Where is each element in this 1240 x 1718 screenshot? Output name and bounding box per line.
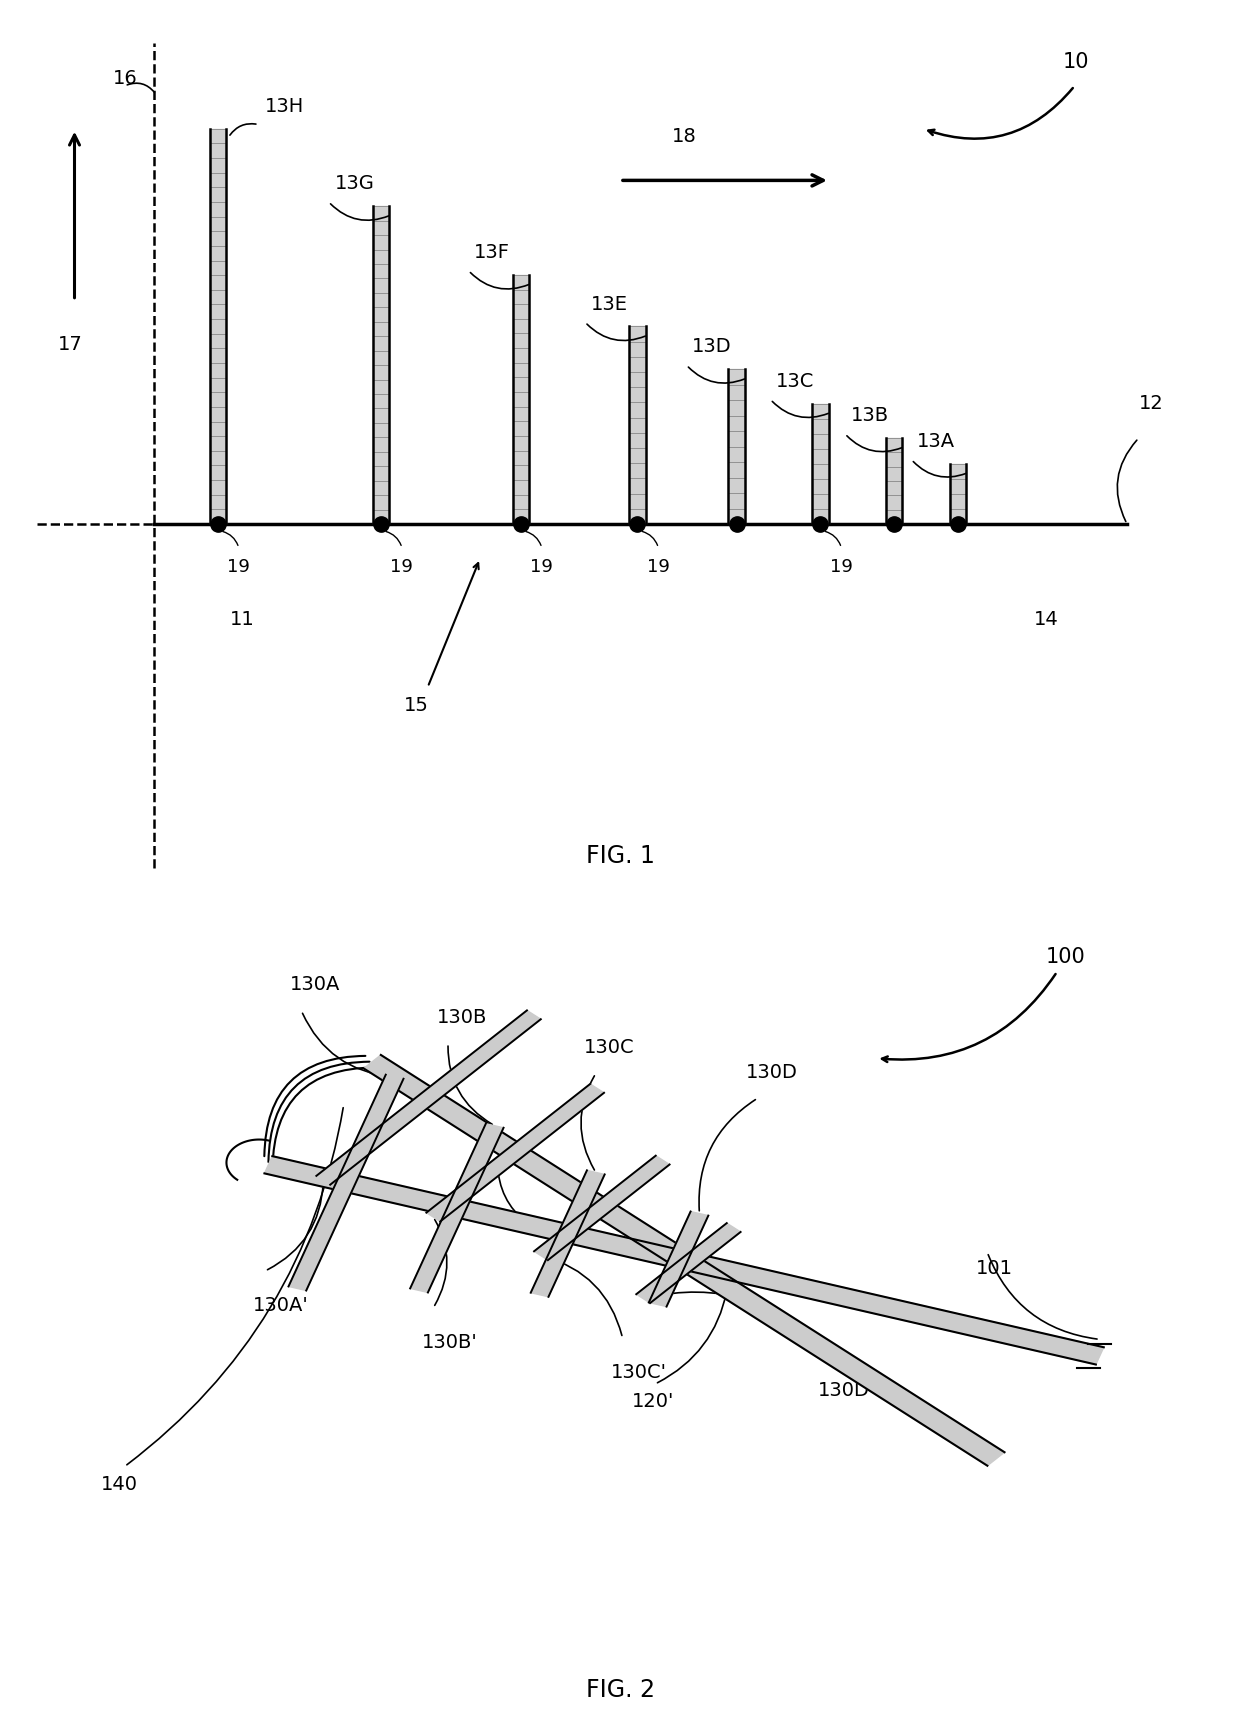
Text: 13C: 13C [776,371,815,390]
Polygon shape [531,1170,605,1297]
Polygon shape [264,1156,1104,1364]
Text: 11: 11 [229,610,254,629]
Polygon shape [316,1010,541,1185]
Text: 18: 18 [672,127,697,146]
Polygon shape [636,1223,740,1302]
Text: 19: 19 [830,558,853,576]
Text: 12: 12 [1138,393,1163,414]
Text: 13A: 13A [918,431,955,450]
Text: 130B': 130B' [422,1333,477,1352]
Polygon shape [630,326,646,524]
Text: 13D: 13D [692,337,732,357]
Text: 13G: 13G [335,174,374,194]
Text: 130C: 130C [584,1038,635,1057]
Text: 140: 140 [102,1474,139,1493]
Text: 13H: 13H [264,96,304,117]
Text: 130D': 130D' [818,1381,875,1400]
Polygon shape [885,438,901,524]
Text: 120: 120 [474,1134,511,1153]
Text: 19: 19 [227,558,250,576]
Text: 130C': 130C' [611,1362,667,1381]
Polygon shape [534,1156,670,1259]
Text: 13F: 13F [474,242,511,261]
Text: 130B: 130B [436,1008,487,1027]
Text: 19: 19 [391,558,413,576]
Polygon shape [210,129,226,524]
Text: 19: 19 [531,558,553,576]
Text: 19: 19 [647,558,670,576]
Text: FIG. 2: FIG. 2 [585,1677,655,1701]
Text: 13B: 13B [851,405,889,424]
Polygon shape [289,1075,403,1290]
Polygon shape [363,1055,1004,1465]
Text: 130A: 130A [290,976,340,995]
Text: 13E: 13E [591,294,627,313]
Text: 120': 120' [631,1392,675,1410]
Text: 10: 10 [1063,52,1090,72]
Polygon shape [812,404,828,524]
Text: 16: 16 [113,69,138,88]
Text: 17: 17 [57,335,82,354]
Polygon shape [427,1084,604,1221]
Text: 130A': 130A' [253,1295,309,1314]
Text: 14: 14 [1034,610,1059,629]
Text: FIG. 1: FIG. 1 [585,844,655,868]
Polygon shape [373,206,389,524]
Polygon shape [728,369,745,524]
Polygon shape [410,1124,503,1292]
Text: 130D: 130D [746,1063,799,1082]
Text: 15: 15 [403,696,429,715]
Text: 101: 101 [976,1259,1013,1278]
Polygon shape [513,275,529,524]
Polygon shape [649,1211,708,1307]
Text: 100: 100 [1045,947,1085,967]
Polygon shape [950,464,966,524]
